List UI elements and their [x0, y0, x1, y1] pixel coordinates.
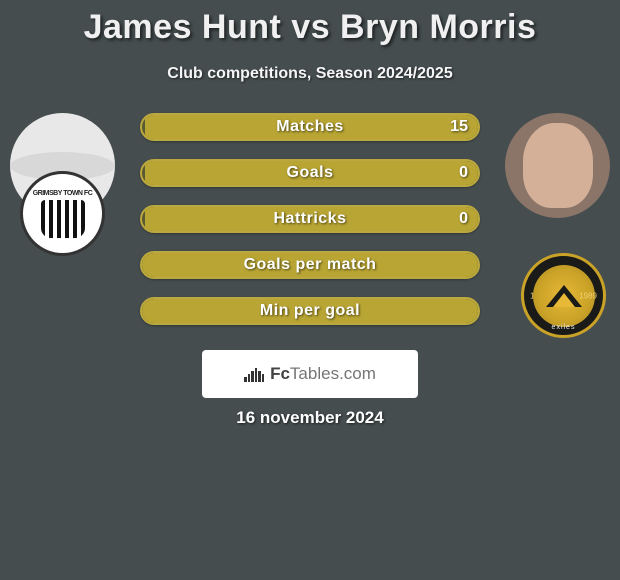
chart-bar-icon-segment [244, 377, 247, 382]
page-title: James Hunt vs Bryn Morris [0, 0, 620, 47]
watermark-brand: FcTables.com [270, 364, 376, 384]
watermark-brand-strong: Fc [270, 364, 290, 383]
stat-label: Goals per match [142, 256, 478, 274]
chart-bar-icon-segment [258, 371, 261, 382]
stat-label: Hattricks [142, 210, 478, 228]
chart-bar-icon-segment [251, 371, 254, 382]
date-label: 16 november 2024 [0, 408, 620, 428]
stat-value-right: 0 [459, 210, 468, 228]
avatar-face-icon [523, 123, 593, 208]
stat-value-right: 15 [450, 118, 468, 136]
stats-area: GRIMSBY TOWN FC 1912 1989 exiles Matches… [0, 113, 620, 343]
chart-bar-icon-segment [248, 374, 251, 382]
stat-bar: Goals0 [140, 159, 480, 187]
stat-bar: Min per goal [140, 297, 480, 325]
watermark: FcTables.com [202, 350, 418, 398]
player-right-avatar [505, 113, 610, 218]
club-left-badge: GRIMSBY TOWN FC [20, 171, 105, 256]
subtitle: Club competitions, Season 2024/2025 [0, 65, 620, 83]
watermark-brand-rest: Tables.com [290, 364, 376, 383]
chart-bar-icon-segment [255, 368, 258, 382]
comparison-card: James Hunt vs Bryn Morris Club competiti… [0, 0, 620, 580]
chevron-icon [546, 285, 582, 307]
stat-label: Min per goal [142, 302, 478, 320]
stat-value-right: 0 [459, 164, 468, 182]
stat-bar: Hattricks0 [140, 205, 480, 233]
stat-label: Matches [142, 118, 478, 136]
stat-label: Goals [142, 164, 478, 182]
club-right-badge: 1912 1989 exiles [521, 253, 606, 338]
club-right-year-right: 1989 [579, 291, 597, 300]
club-stripes-icon [41, 200, 85, 238]
club-left-badge-text: GRIMSBY TOWN FC [33, 190, 93, 197]
club-right-motto: exiles [552, 324, 576, 331]
stat-bar: Goals per match [140, 251, 480, 279]
bar-chart-icon [244, 366, 264, 382]
stat-bar: Matches15 [140, 113, 480, 141]
stat-bars: Matches15Goals0Hattricks0Goals per match… [140, 113, 480, 343]
chart-bar-icon-segment [262, 374, 265, 382]
